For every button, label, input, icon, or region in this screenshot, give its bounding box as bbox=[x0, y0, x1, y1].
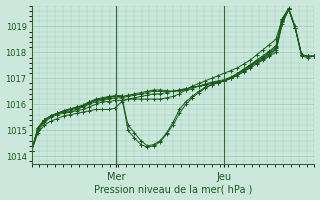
X-axis label: Pression niveau de la mer( hPa ): Pression niveau de la mer( hPa ) bbox=[94, 184, 252, 194]
